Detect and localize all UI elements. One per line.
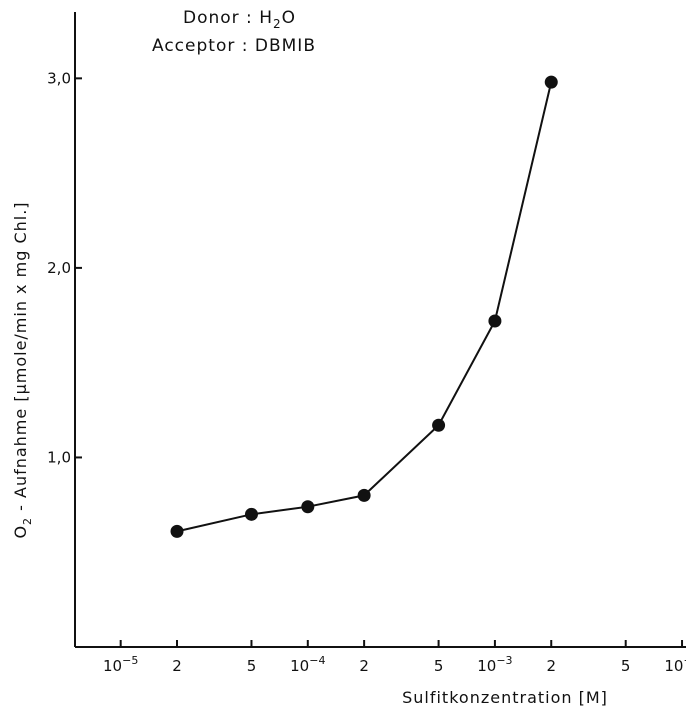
x-tick-label: 2 [546, 657, 556, 675]
annotation-donor: Donor : H2O [183, 8, 296, 31]
y-axis-label: O2 - Aufnahme [µmole/min x mg Chl.] [11, 201, 34, 538]
data-point-6 [544, 75, 558, 89]
data-point-0 [170, 524, 184, 538]
series [170, 75, 558, 538]
y-tick-label: 1,0 [47, 448, 71, 466]
axes [74, 12, 686, 648]
data-point-5 [488, 314, 502, 328]
x-tick-label: 2 [172, 657, 182, 675]
x-tick-label: 5 [247, 657, 257, 675]
x-axis-label: Sulfitkonzentration [M] [402, 688, 608, 707]
data-point-1 [244, 507, 258, 521]
series-line-0 [176, 81, 553, 533]
x-tick-label: 10−2 [664, 654, 686, 675]
x-tick-label: 10−4 [290, 654, 325, 675]
x-tick-label: 10−5 [103, 654, 138, 675]
data-point-2 [301, 500, 315, 514]
y-ticks: 1,0 2,0 3,0 [47, 69, 82, 466]
y-tick-label: 2,0 [47, 259, 71, 277]
x-tick-label: 5 [621, 657, 631, 675]
x-ticks: 10−5 2 5 10−4 2 5 10−3 2 5 10−2 [103, 640, 686, 675]
x-tick-label: 2 [359, 657, 369, 675]
data-point-3 [357, 488, 371, 502]
x-tick-label: 5 [434, 657, 444, 675]
annotation-acceptor: Acceptor : DBMIB [152, 36, 316, 56]
data-point-4 [432, 418, 446, 432]
x-tick-label: 10−3 [477, 654, 512, 675]
y-tick-label: 3,0 [47, 69, 71, 87]
